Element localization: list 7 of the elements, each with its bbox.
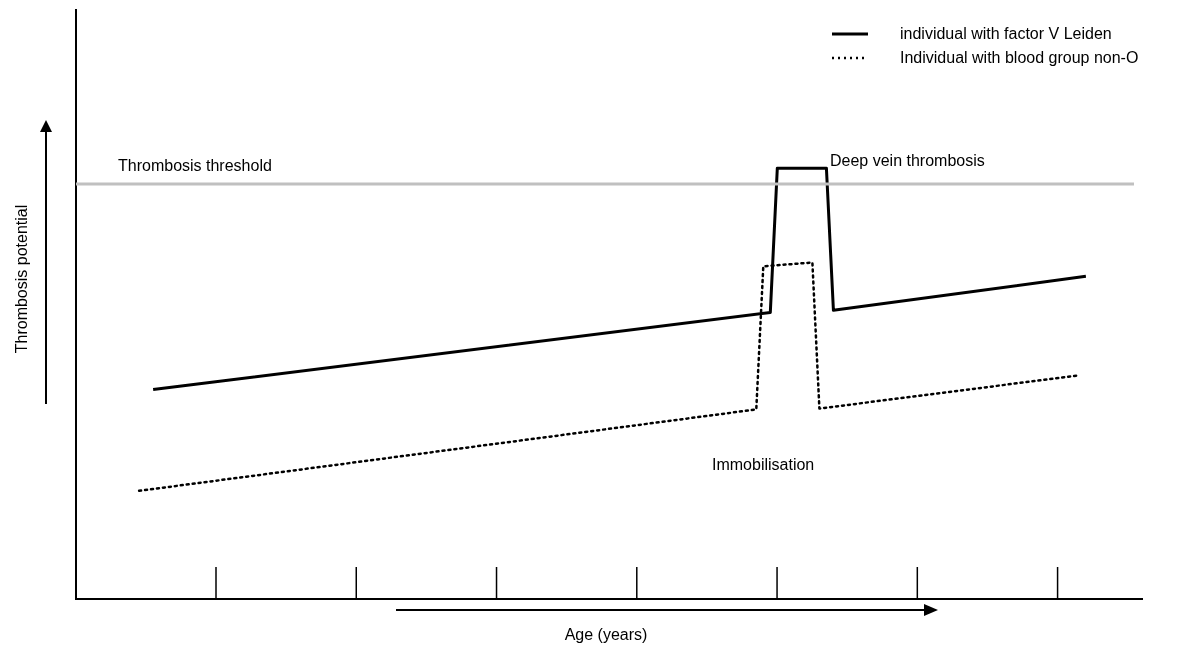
annotation: Deep vein thrombosis xyxy=(830,152,985,170)
annotation: Immobilisation xyxy=(712,456,815,474)
y-axis-title: Thrombosis potential xyxy=(13,203,31,356)
ref-line-label: Thrombosis threshold xyxy=(118,157,272,175)
x-axis-title: Age (years) xyxy=(563,626,649,644)
legend-label: Individual with blood group non-O xyxy=(900,49,1139,67)
legend-label: individual with factor V Leiden xyxy=(900,25,1112,43)
